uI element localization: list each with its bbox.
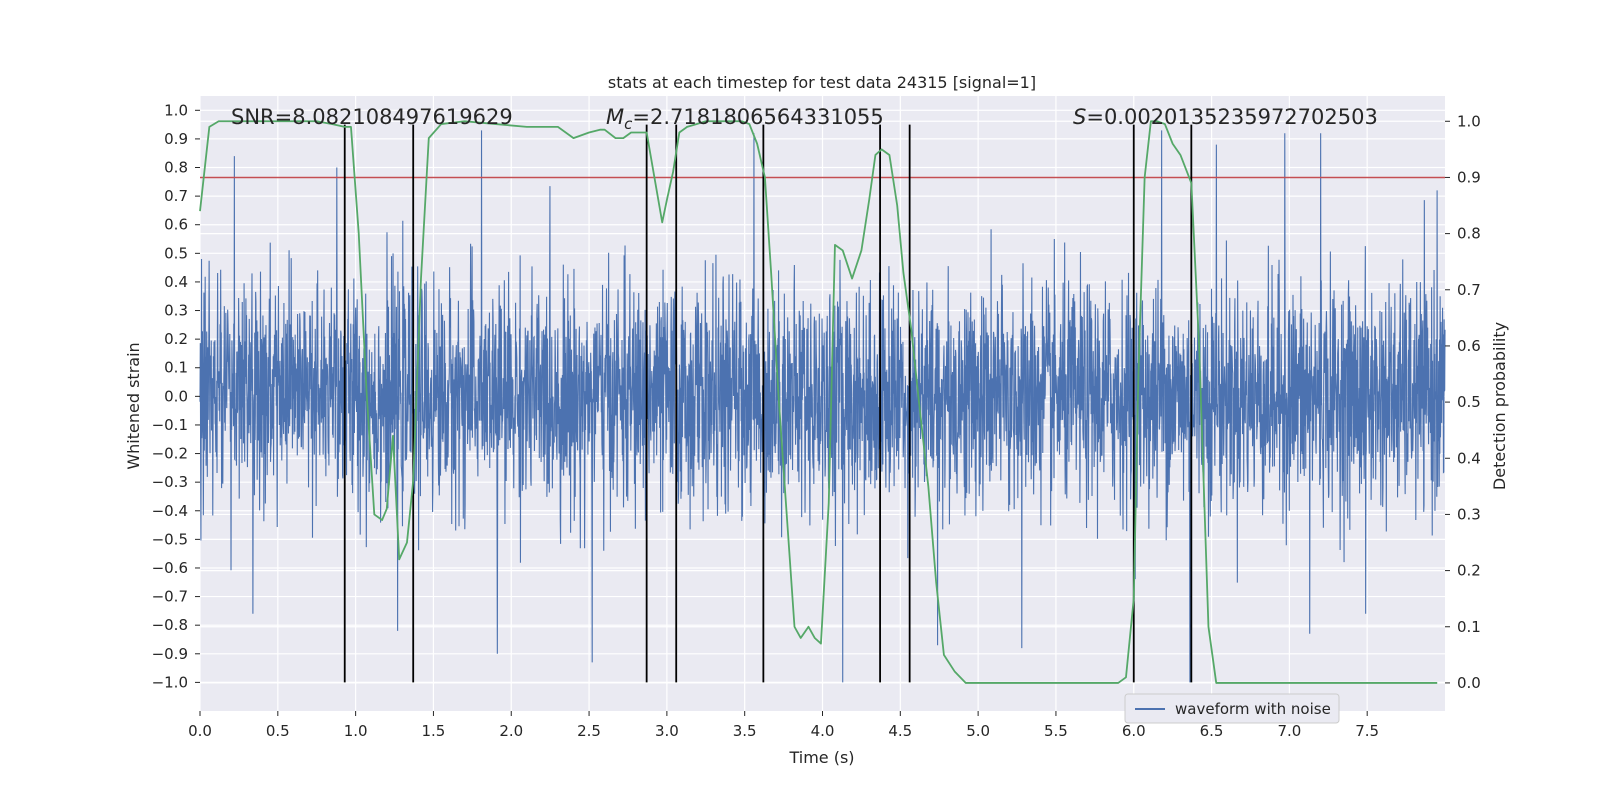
x-tick-label-12: 6.0 bbox=[1122, 722, 1146, 740]
y-right-tick-label-2: 0.8 bbox=[1457, 225, 1481, 243]
chirp-mass-symbol: M bbox=[606, 105, 624, 129]
x-tick-label-8: 4.0 bbox=[811, 722, 835, 740]
y-right-tick-label-7: 0.3 bbox=[1457, 505, 1481, 523]
x-tick-label-15: 7.5 bbox=[1355, 722, 1379, 740]
x-tick-label-3: 1.5 bbox=[422, 722, 446, 740]
chirp-mass-value: =2.7181806564331055 bbox=[632, 105, 883, 129]
y-right-tick-label-6: 0.4 bbox=[1457, 449, 1481, 467]
x-tick-label-10: 5.0 bbox=[966, 722, 990, 740]
x-tick-label-4: 2.0 bbox=[499, 722, 523, 740]
y-left-tick-label-17: −0.7 bbox=[152, 588, 188, 606]
x-tick-label-6: 3.0 bbox=[655, 722, 679, 740]
y-left-tick-label-0: 1.0 bbox=[164, 101, 188, 119]
y-left-tick-label-19: −0.9 bbox=[152, 645, 188, 663]
x-axis-label: Time (s) bbox=[788, 748, 854, 767]
s-annotation: S=0.0020135235972702503 bbox=[1073, 105, 1378, 129]
y-left-tick-label-4: 0.6 bbox=[164, 216, 188, 234]
x-tick-label-14: 7.0 bbox=[1277, 722, 1301, 740]
x-tick-label-13: 6.5 bbox=[1200, 722, 1224, 740]
y-left-tick-label-2: 0.8 bbox=[164, 159, 188, 177]
probability-series-group bbox=[199, 120, 1438, 684]
x-tick-label-11: 5.5 bbox=[1044, 722, 1068, 740]
y-left-tick-label-15: −0.5 bbox=[152, 530, 188, 548]
y-left-tick-label-12: −0.2 bbox=[152, 445, 188, 463]
chart-title: stats at each timestep for test data 243… bbox=[608, 73, 1036, 92]
y-right-tick-label-5: 0.5 bbox=[1457, 393, 1481, 411]
y-left-tick-label-13: −0.3 bbox=[152, 473, 188, 491]
y-left-tick-label-9: 0.1 bbox=[164, 359, 188, 377]
y-right-tick-label-9: 0.1 bbox=[1457, 618, 1481, 636]
y-left-tick-label-5: 0.5 bbox=[164, 244, 188, 262]
y-left-tick-label-8: 0.2 bbox=[164, 330, 188, 348]
x-axis: 0.0 0.5 1.0 1.5 2.0 2.5 3.0 3.5 4.0 4.5 5.0 5.5 6.0 6… bbox=[188, 711, 1379, 740]
y-left-tick-label-18: −0.8 bbox=[152, 616, 188, 634]
y-left-tick-label-7: 0.3 bbox=[164, 302, 188, 320]
waveform-series bbox=[199, 130, 1446, 683]
y-right-tick-label-10: 0.0 bbox=[1457, 674, 1481, 692]
x-tick-label-9: 4.5 bbox=[888, 722, 912, 740]
x-tick-label-5: 2.5 bbox=[577, 722, 601, 740]
snr-annotation: SNR=8.082108497619629 bbox=[231, 105, 513, 129]
y-right-tick-label-3: 0.7 bbox=[1457, 281, 1481, 299]
y-axis-right: 1.0 0.9 0.8 0.7 0.6 0.5 0.4 0.3 0.2 0.1 0.0 bbox=[1445, 112, 1481, 692]
y-right-axis-label: Detection probability bbox=[1490, 322, 1509, 490]
x-tick-label-0: 0.0 bbox=[188, 722, 212, 740]
y-left-tick-label-20: −1.0 bbox=[152, 673, 188, 691]
y-left-tick-label-6: 0.4 bbox=[164, 273, 188, 291]
y-left-tick-label-11: −0.1 bbox=[152, 416, 188, 434]
y-left-tick-label-1: 0.9 bbox=[164, 130, 188, 148]
x-tick-label-2: 1.0 bbox=[344, 722, 368, 740]
probability-line bbox=[199, 120, 1438, 684]
s-symbol: S bbox=[1073, 105, 1086, 129]
legend-label: waveform with noise bbox=[1175, 700, 1331, 718]
y-right-tick-label-0: 1.0 bbox=[1457, 112, 1481, 130]
legend-box bbox=[1124, 693, 1340, 724]
y-axis-left: 1.0 0.9 0.8 0.7 0.6 0.5 0.4 0.3 0.2 0.1 0.0 −0.1 −0.… bbox=[152, 101, 200, 691]
y-left-axis-label: Whitened strain bbox=[124, 342, 143, 469]
waveform-line bbox=[199, 130, 1446, 683]
x-tick-label-7: 3.5 bbox=[733, 722, 757, 740]
y-right-tick-label-8: 0.2 bbox=[1457, 562, 1481, 580]
y-right-tick-label-4: 0.6 bbox=[1457, 337, 1481, 355]
s-value: =0.0020135235972702503 bbox=[1086, 105, 1378, 129]
y-left-tick-label-3: 0.7 bbox=[164, 187, 188, 205]
y-left-tick-label-14: −0.4 bbox=[152, 502, 188, 520]
y-left-tick-label-16: −0.6 bbox=[152, 559, 188, 577]
y-left-tick-label-10: 0.0 bbox=[164, 387, 188, 405]
x-tick-label-1: 0.5 bbox=[266, 722, 290, 740]
chirp-mass-subscript: c bbox=[624, 115, 633, 133]
legend: waveform with noise bbox=[1124, 693, 1340, 724]
chirp-mass-annotation: Mc=2.7181806564331055 bbox=[606, 105, 884, 133]
y-right-tick-label-1: 0.9 bbox=[1457, 168, 1481, 186]
